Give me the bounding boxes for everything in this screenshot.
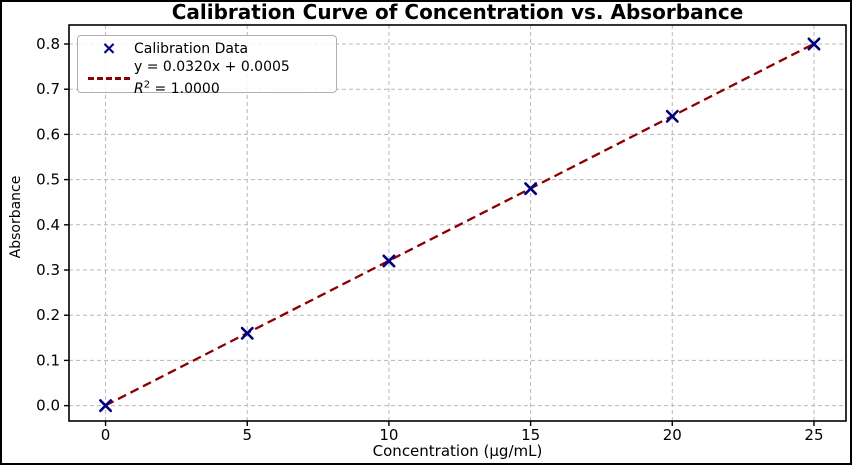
legend-entry-fit-line: y = 0.0320x + 0.0005 R2 = 1.0000: [84, 59, 330, 98]
x-tick-label: 25: [804, 426, 823, 444]
legend-symbol-cell: ×: [84, 40, 134, 58]
legend-symbol-cell: [84, 76, 134, 80]
y-tick-label: 0.8: [36, 35, 60, 53]
data-point-marker: [240, 326, 254, 340]
data-point-marker: [665, 109, 679, 123]
y-axis-label: Absorbance: [8, 175, 24, 259]
legend-label-calibration-data: Calibration Data: [134, 40, 249, 57]
y-tick-label: 0.0: [36, 397, 60, 415]
y-tick-label: 0.2: [36, 306, 60, 324]
dashed-line-icon: [88, 76, 130, 80]
r-squared-value: = 1.0000: [150, 80, 220, 97]
x-tick-label: 0: [101, 426, 111, 444]
x-axis-label: Concentration (µg/mL): [372, 442, 543, 460]
fit-line: [105, 42, 815, 407]
axes-frame: [68, 24, 847, 422]
x-tick-label: 15: [521, 426, 540, 444]
x-tick-label: 20: [663, 426, 682, 444]
y-tick-label: 0.4: [36, 216, 60, 234]
data-point-marker: [99, 399, 113, 413]
x-tick-label: 5: [242, 426, 252, 444]
chart-title: Calibration Curve of Concentration vs. A…: [171, 0, 744, 24]
y-tick-label: 0.6: [36, 125, 60, 143]
y-tick-label: 0.7: [36, 80, 60, 98]
legend-fit-r-squared: R2 = 1.0000: [134, 79, 220, 97]
legend-fit-equation: y = 0.0320x + 0.0005: [134, 59, 290, 75]
data-point-marker: [807, 37, 821, 51]
legend: × Calibration Data y = 0.0320x + 0.0005 …: [77, 35, 337, 97]
legend-fit-text: y = 0.0320x + 0.0005 R2 = 1.0000: [134, 59, 290, 98]
x-marker-icon: ×: [101, 38, 117, 59]
x-tick-label: 10: [379, 426, 398, 444]
legend-entry-calibration-data: × Calibration Data: [84, 40, 330, 58]
y-tick-label: 0.1: [36, 351, 60, 369]
r-symbol: R: [134, 80, 144, 97]
data-point-marker: [382, 254, 396, 268]
y-tick-label: 0.5: [36, 171, 60, 189]
r-exponent: 2: [143, 79, 151, 90]
data-point-marker: [524, 182, 538, 196]
y-tick-label: 0.3: [36, 261, 60, 279]
